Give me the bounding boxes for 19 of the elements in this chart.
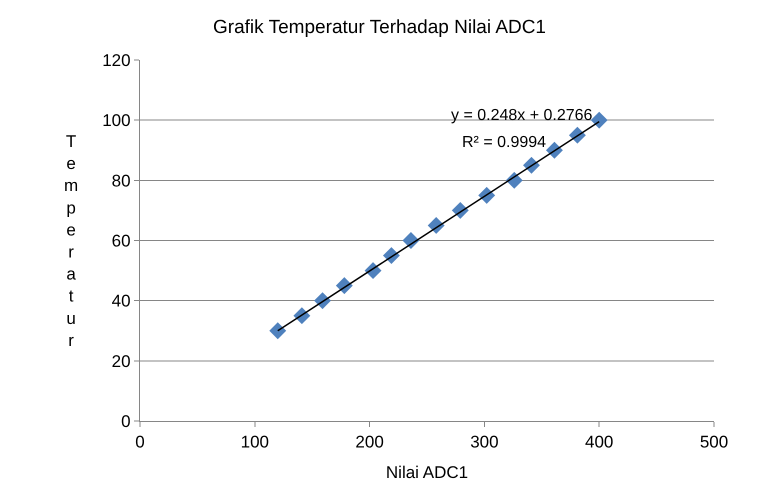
annotation: y = 0.248x + 0.2766	[451, 107, 593, 124]
y-tick-label: 60	[112, 231, 131, 250]
x-tick-label: 400	[585, 432, 614, 452]
x-tick-label: 100	[240, 432, 269, 452]
y-tick-label: 120	[102, 50, 131, 70]
y-tick-label: 100	[102, 111, 131, 130]
y-tick-label: 80	[112, 171, 131, 190]
x-tick-label: 300	[470, 432, 499, 452]
y-tick-label: 0	[121, 412, 131, 431]
annotation: R² = 0.9994	[462, 134, 546, 151]
point	[590, 112, 608, 129]
text: Temperatur	[64, 132, 78, 350]
y-tick-label: 20	[112, 352, 131, 371]
y-tick-label: 40	[112, 292, 131, 311]
x-tick-label: 500	[700, 432, 728, 452]
x-tick-label: 200	[355, 432, 384, 452]
x-tick-label: 0	[135, 432, 145, 452]
chart-title: Grafik Temperatur Terhadap Nilai ADC1	[212, 16, 546, 38]
x-axis-title: Nilai ADC1	[386, 462, 468, 482]
